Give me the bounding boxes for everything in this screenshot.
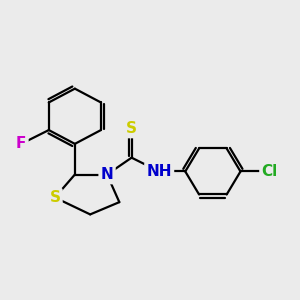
Text: Cl: Cl bbox=[262, 164, 278, 179]
Text: S: S bbox=[126, 121, 137, 136]
Text: NH: NH bbox=[146, 164, 172, 179]
Text: F: F bbox=[16, 136, 26, 152]
Text: S: S bbox=[50, 190, 60, 205]
Text: N: N bbox=[101, 167, 113, 182]
